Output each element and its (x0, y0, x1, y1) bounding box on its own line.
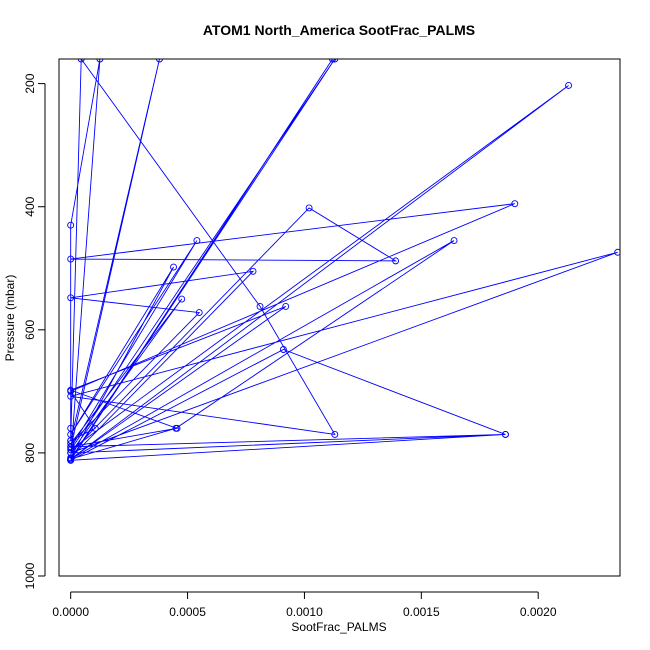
data-point (91, 424, 99, 432)
plot-area (67, 59, 620, 464)
data-point (172, 424, 180, 432)
data-point (67, 255, 75, 263)
data-point (67, 294, 75, 302)
data-point (279, 346, 287, 353)
plot-frame (58, 58, 621, 577)
data-point (170, 263, 177, 271)
y-axis: 200 400 600 800 1000 (23, 73, 46, 589)
x-tick-label: 0.0005 (169, 605, 206, 619)
data-point (67, 443, 75, 451)
x-tick-label: 0.0015 (403, 605, 440, 619)
chart-title: ATOM1 North_America SootFrac_PALMS (203, 22, 475, 38)
y-tick-label: 200 (23, 73, 37, 93)
data-point (156, 59, 163, 63)
y-axis-label: Pressure (mbar) (3, 275, 17, 362)
data-point (195, 309, 203, 317)
data-point (282, 302, 290, 310)
data-point (249, 267, 257, 275)
data-point (565, 82, 573, 89)
data-point (331, 59, 339, 63)
data-point (178, 295, 186, 303)
y-tick-label: 400 (23, 196, 37, 216)
data-point (77, 59, 85, 63)
x-tick-label: 0.0020 (520, 605, 557, 619)
x-tick-label: 0.0010 (286, 605, 323, 619)
data-point (331, 430, 339, 438)
data-point (392, 257, 400, 265)
data-point (67, 456, 75, 464)
y-tick-label: 800 (23, 443, 37, 463)
data-point (256, 302, 264, 310)
data-point (67, 446, 75, 454)
data-point (305, 204, 313, 212)
data-point (193, 237, 201, 245)
data-point (67, 386, 75, 394)
data-point (329, 59, 336, 63)
x-axis-label: SootFrac_PALMS (291, 620, 386, 634)
data-point (614, 248, 620, 256)
data-point (67, 221, 75, 229)
series-line-0 (69, 59, 618, 461)
y-tick-label: 1000 (23, 562, 37, 589)
data-point (502, 430, 509, 438)
data-point (450, 237, 458, 245)
y-tick-label: 600 (23, 319, 37, 339)
x-axis: 0.0000 0.0005 0.0010 0.0015 0.0020 (52, 591, 557, 619)
x-tick-label: 0.0000 (52, 605, 89, 619)
data-point (511, 200, 519, 208)
data-point (96, 59, 104, 63)
